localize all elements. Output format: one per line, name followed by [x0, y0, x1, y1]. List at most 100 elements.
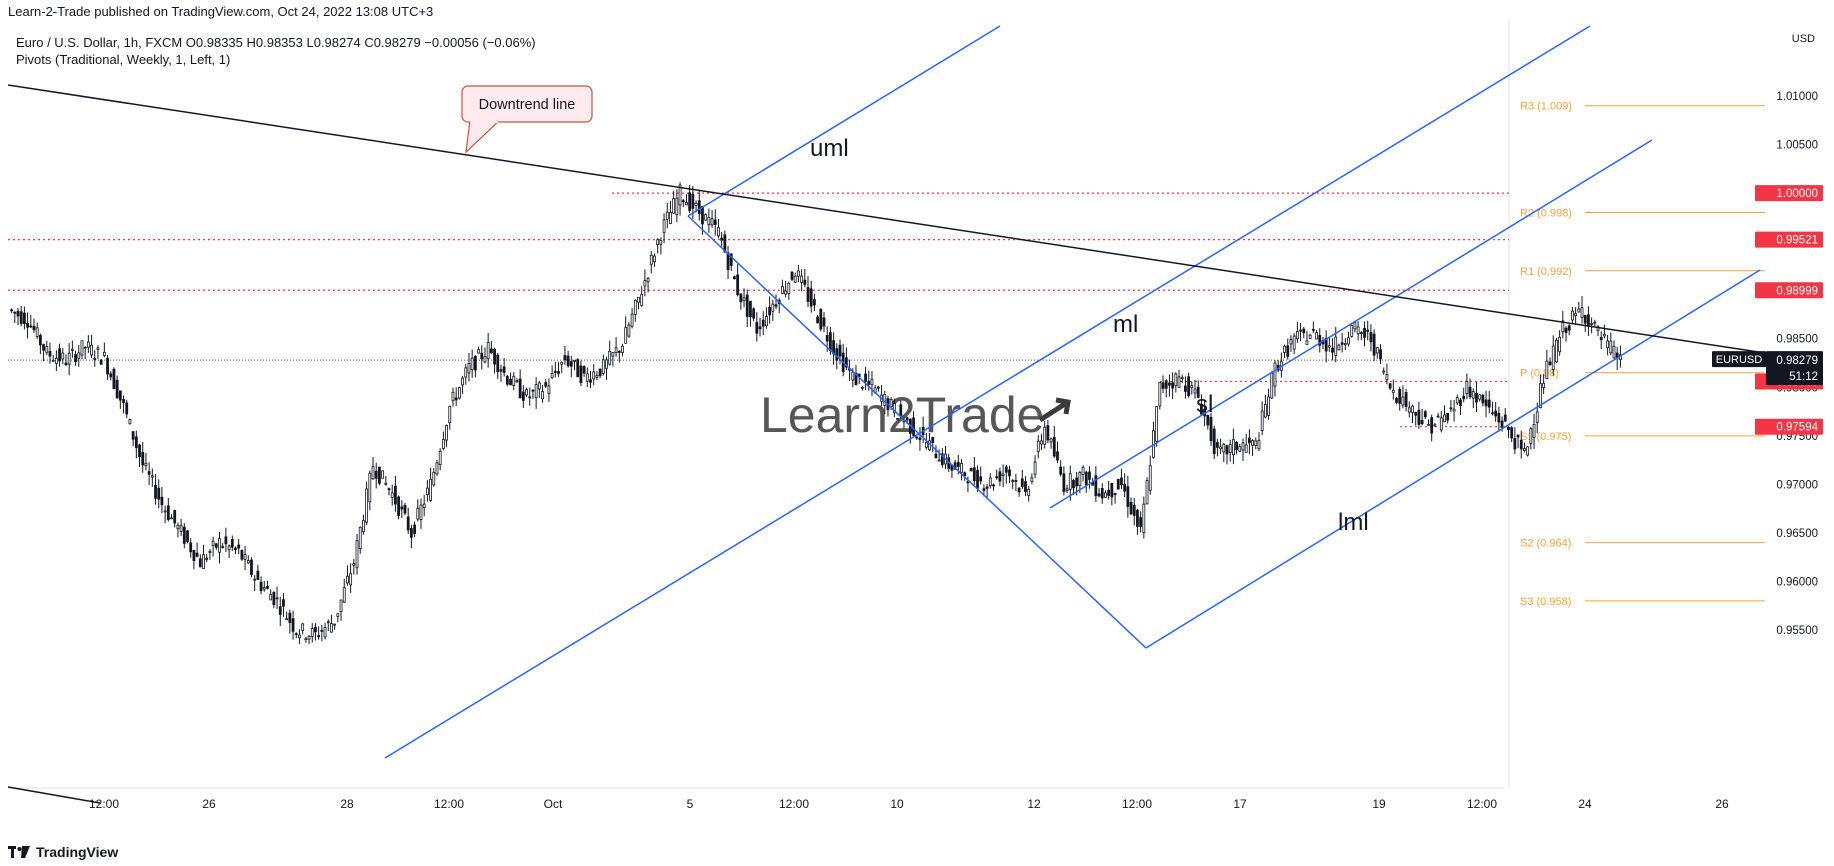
- x-tick-label: 12:00: [89, 797, 119, 811]
- candle-body: [892, 403, 896, 414]
- candle-body: [1593, 321, 1597, 324]
- candle-body: [1423, 411, 1427, 418]
- candle-body: [800, 275, 804, 283]
- channel-label-sl: sl: [1196, 391, 1213, 418]
- candle-body: [1446, 413, 1450, 421]
- candle-body: [93, 357, 97, 360]
- candle-body: [432, 472, 436, 486]
- candle-body: [761, 319, 765, 327]
- candle-body: [262, 587, 266, 590]
- downtrend-line[interactable]: [7, 84, 1766, 354]
- candle-body: [298, 634, 301, 639]
- candle-body: [589, 379, 592, 383]
- candle-body: [397, 496, 401, 516]
- candle-body: [521, 391, 525, 401]
- candle-body: [483, 356, 487, 363]
- candle-body: [1168, 382, 1171, 386]
- candle-body: [1612, 345, 1616, 359]
- candle-body: [566, 355, 570, 367]
- candle-body: [806, 287, 810, 302]
- candle-body: [1420, 420, 1424, 425]
- candle-body: [1372, 333, 1376, 356]
- candle-body: [553, 370, 557, 374]
- candle-body: [26, 322, 29, 328]
- candle-body: [1574, 313, 1578, 316]
- y-tick-label: 0.95500: [1776, 625, 1818, 637]
- candle-body: [211, 540, 215, 546]
- watermark-arrow-icon: [1038, 397, 1071, 423]
- tradingview-logo[interactable]: TradingView: [8, 844, 118, 860]
- pivot-label: R2 (0.998): [1520, 208, 1572, 220]
- candle-body: [934, 453, 938, 459]
- candle-body: [518, 378, 522, 399]
- candle-body: [362, 520, 365, 533]
- candle-body: [614, 347, 618, 353]
- candle-body: [988, 477, 992, 487]
- candle-body: [505, 375, 509, 385]
- candle-body: [547, 385, 551, 394]
- candle-body: [793, 275, 797, 283]
- candle-body: [742, 297, 746, 302]
- candle-body: [282, 599, 285, 607]
- candle-body: [1308, 334, 1312, 339]
- candle-body: [214, 543, 218, 548]
- candle-body: [1273, 362, 1277, 387]
- candle-body: [1241, 442, 1245, 451]
- candle-body: [1507, 426, 1510, 430]
- candle-body: [486, 342, 490, 359]
- candle-body: [285, 618, 289, 621]
- candle-body: [1171, 382, 1175, 389]
- candle-body: [301, 623, 305, 631]
- candle-body: [640, 294, 644, 306]
- candle-body: [1020, 478, 1024, 487]
- candle-body: [1305, 340, 1309, 345]
- candle-body: [358, 526, 362, 549]
- channel-line-uml[interactable]: [687, 25, 1001, 217]
- candle-body: [454, 397, 458, 401]
- candle-body: [477, 349, 480, 354]
- channel-line-sl[interactable]: [1049, 139, 1653, 509]
- downtrend-callout[interactable]: Downtrend line: [461, 85, 593, 154]
- candle-body: [563, 355, 567, 361]
- candle-body: [1455, 397, 1459, 404]
- candle-body: [51, 359, 55, 362]
- candle-body: [1449, 407, 1453, 410]
- candle-body: [16, 310, 20, 317]
- symbol-ohlc-legend[interactable]: Euro / U.S. Dollar, 1h, FXCM O0.98335 H0…: [16, 35, 536, 50]
- candle-body: [1388, 383, 1392, 389]
- pivots-indicator-legend[interactable]: Pivots (Traditional, Weekly, 1, Left, 1): [16, 52, 231, 67]
- candle-body: [1295, 331, 1299, 340]
- candle-body: [77, 352, 81, 359]
- candle-body: [147, 471, 151, 475]
- candle-body: [1468, 386, 1472, 398]
- candle-body: [701, 205, 704, 225]
- svg-text:EURUSD: EURUSD: [1716, 354, 1763, 366]
- candle-body: [1302, 328, 1306, 334]
- candle-body: [1235, 441, 1238, 451]
- candle-body: [406, 516, 410, 531]
- candle-body: [243, 554, 247, 560]
- candle-body: [1212, 428, 1216, 455]
- candle-body: [19, 311, 23, 324]
- candle-body: [1283, 345, 1286, 353]
- candle-body: [170, 517, 173, 520]
- candle-body: [1049, 438, 1053, 443]
- channel-line-ml[interactable]: [384, 25, 1591, 759]
- candle-body: [109, 373, 113, 378]
- candle-body: [1046, 425, 1050, 441]
- candle-body: [493, 348, 496, 365]
- candle-body: [1414, 411, 1418, 416]
- candle-body: [1542, 383, 1546, 389]
- candle-body: [1375, 347, 1379, 354]
- pitchfork-handle-line[interactable]: [687, 215, 1147, 649]
- candle-body: [752, 308, 756, 319]
- candle-body: [1030, 477, 1034, 482]
- candle-body: [822, 317, 826, 327]
- channel-label-lml: lml: [1338, 509, 1369, 536]
- channel-line-lml[interactable]: [1145, 269, 1761, 649]
- trend-line-lower[interactable]: [7, 786, 101, 804]
- candle-body: [179, 525, 183, 532]
- candle-body: [601, 359, 605, 374]
- candle-body: [1385, 374, 1389, 381]
